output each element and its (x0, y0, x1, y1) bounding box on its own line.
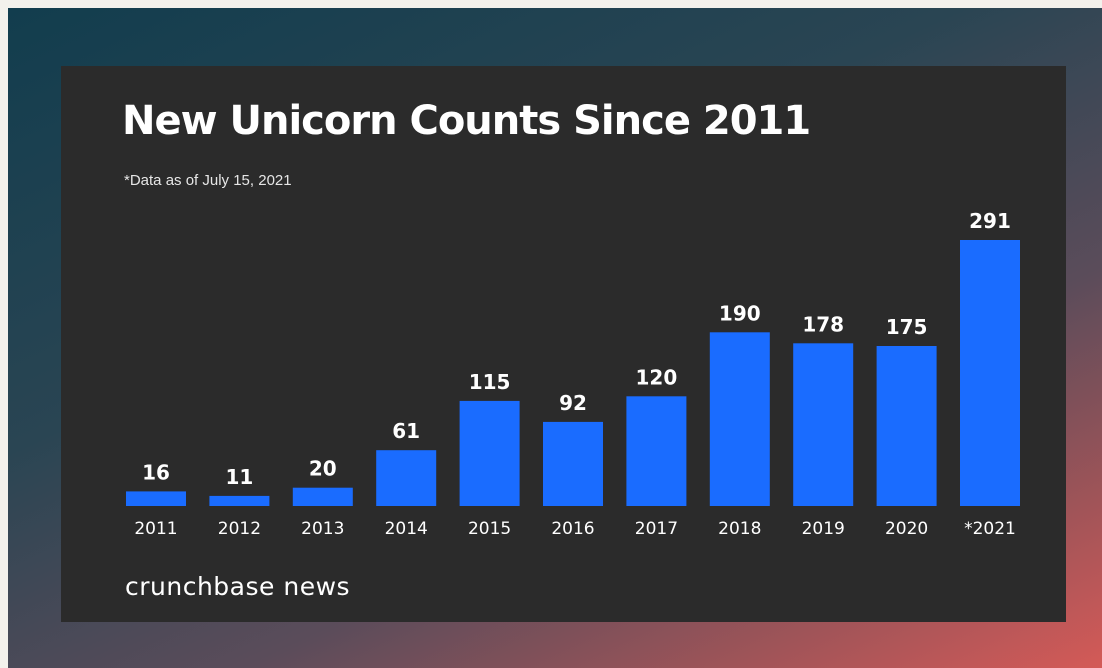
x-tick-label-2013: 2013 (301, 519, 344, 539)
bar-2013 (292, 487, 353, 506)
bar-2018 (709, 332, 770, 506)
x-tick-label-2011: 2011 (134, 519, 177, 539)
x-tick-label-2020: 2020 (885, 519, 928, 539)
x-tick-label-2014: 2014 (385, 519, 428, 539)
data-label-2020: 175 (886, 315, 928, 339)
x-tick-label-2017: 2017 (635, 519, 678, 539)
bar-2017 (626, 396, 687, 506)
bar-2014 (376, 450, 437, 506)
bar-2016 (543, 421, 603, 506)
data-label-2017: 120 (636, 365, 678, 389)
data-label-2015: 115 (469, 370, 511, 394)
data-label-2013: 20 (309, 457, 337, 481)
bar-2020 (876, 346, 937, 506)
data-label-2021: 291 (969, 209, 1011, 233)
chart-card (61, 66, 1066, 622)
bar-2021 (960, 240, 1020, 506)
x-tick-label-2018: 2018 (718, 519, 761, 539)
bar-2015 (459, 400, 520, 506)
data-label-2014: 61 (392, 419, 420, 443)
data-label-2016: 92 (559, 391, 587, 415)
x-tick-label-2019: 2019 (802, 519, 845, 539)
data-label-2019: 178 (802, 312, 844, 336)
x-tick-label-2012: 2012 (218, 519, 261, 539)
x-tick-label-2015: 2015 (468, 519, 511, 539)
x-tick-label-2016: 2016 (551, 519, 594, 539)
chart-title: New Unicorn Counts Since 2011 (122, 98, 811, 144)
data-label-2018: 190 (719, 301, 761, 325)
bar-2012 (209, 495, 270, 506)
data-label-2011: 16 (142, 460, 170, 484)
brand-logo-text: crunchbase news (125, 572, 351, 601)
chart-subtitle: *Data as of July 15, 2021 (124, 172, 292, 189)
x-tick-label-2021: *2021 (964, 519, 1016, 539)
bar-2011 (126, 491, 186, 506)
bar-2019 (793, 343, 854, 506)
data-label-2012: 11 (225, 465, 253, 489)
